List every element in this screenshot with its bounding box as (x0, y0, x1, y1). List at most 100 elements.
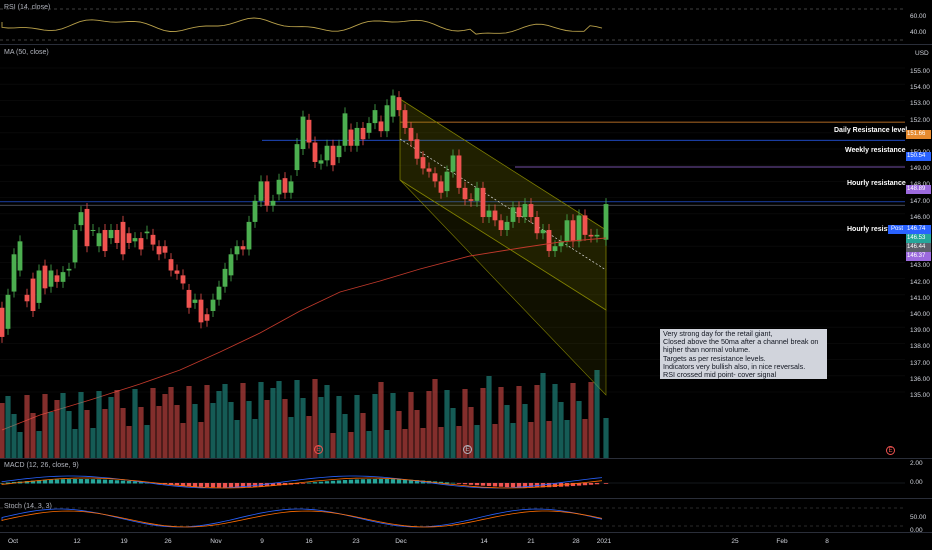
candle-body (150, 234, 156, 245)
volume-bar (288, 417, 294, 458)
macd-histogram-bar (504, 483, 510, 488)
candle-body (36, 270, 42, 303)
volume-bar (270, 388, 276, 458)
macd-histogram-bar (408, 479, 414, 484)
volume-bar (240, 383, 246, 458)
candle-body (318, 160, 324, 164)
candle-body (390, 95, 396, 117)
volume-bar (180, 423, 186, 458)
macd-histogram-bar (546, 483, 552, 488)
volume-bar (156, 406, 162, 458)
volume-bar (552, 384, 558, 458)
macd-histogram-bar (516, 483, 522, 488)
volume-bar (576, 401, 582, 458)
ma-pane-label[interactable]: MA (50, close) (4, 49, 49, 56)
volume-bar (276, 381, 282, 458)
note-line: Closed above the 50ma after a channel br… (663, 337, 819, 347)
volume-bar (216, 391, 222, 458)
candle-body (84, 208, 90, 247)
macd-histogram-bar (438, 481, 444, 484)
candle-body (552, 246, 558, 252)
volume-bar (564, 420, 570, 458)
candle-body (216, 286, 222, 300)
volume-bar (420, 428, 426, 458)
stoch-pane-label[interactable]: Stoch (14, 3, 3) (4, 503, 52, 510)
volume-bar (222, 384, 228, 458)
volume-bar (372, 394, 378, 458)
volume-bar (522, 404, 528, 458)
x-axis-label: 2021 (596, 538, 612, 545)
volume-bar (90, 428, 96, 458)
candle-body (312, 142, 318, 162)
macd-histogram-bar (276, 483, 282, 486)
macd-histogram-bar (174, 483, 180, 486)
weekly-resistance-label[interactable]: Weekly resistance (845, 147, 906, 154)
earnings-event-icon[interactable]: E (886, 446, 895, 455)
macd-histogram-bar (192, 483, 198, 487)
earnings-event-icon[interactable]: E (314, 445, 323, 454)
candle-body (456, 155, 462, 188)
x-axis-label: 28 (572, 538, 580, 545)
macd-histogram-bar (96, 479, 102, 484)
volume-bar (546, 421, 552, 458)
macd-histogram-bar (120, 480, 126, 484)
macd-histogram-bar (264, 483, 270, 487)
macd-histogram-bar (336, 480, 342, 484)
macd-histogram-bar (324, 481, 330, 484)
candle-body (276, 179, 282, 195)
volume-bar (408, 392, 414, 458)
macd-histogram-bar (72, 479, 78, 484)
price-tick: 138.00 (910, 343, 930, 351)
macd-histogram-bar (444, 482, 450, 484)
candle-body (384, 105, 390, 132)
candle-body (60, 272, 66, 282)
x-axis-label: Oct (7, 538, 19, 545)
candle-body (420, 157, 426, 169)
volume-bar (162, 394, 168, 458)
price-tick: 143.00 (910, 262, 930, 270)
macd-histogram-bar (222, 483, 228, 488)
macd-histogram-bar (588, 483, 594, 485)
candle-body (360, 127, 366, 140)
macd-pane-label[interactable]: MACD (12, 26, close, 9) (4, 462, 79, 469)
daily-resistance-label[interactable]: Daily Resistance level (834, 127, 908, 134)
volume-bar (282, 399, 288, 458)
candle-body (438, 181, 444, 193)
macd-histogram-bar (186, 483, 192, 487)
x-axis-label: 26 (164, 538, 172, 545)
macd-histogram-bar (5, 482, 11, 484)
volume-bar (306, 416, 312, 458)
candle-body (498, 220, 504, 230)
analysis-note[interactable]: Very strong day for the retail giant, Cl… (660, 329, 827, 379)
rsi-pane-label[interactable]: RSI (14, close) (4, 4, 51, 11)
candle-body (300, 116, 306, 149)
dividend-event-icon[interactable]: E (463, 445, 472, 454)
candle-body (594, 234, 600, 237)
candle-body (504, 221, 510, 230)
price-tick: 137.00 (910, 359, 930, 367)
hourly-resistance-label-1[interactable]: Hourly resistance (847, 180, 906, 187)
macd-histogram-bar (102, 479, 108, 484)
macd-histogram-bar (36, 480, 42, 484)
stoch-tick-0: 0.00 (910, 527, 923, 534)
candle-body (603, 204, 609, 240)
volume-bar (426, 391, 432, 458)
candle-body (132, 238, 138, 242)
candle-body (42, 265, 48, 289)
macd-histogram-bar (360, 479, 366, 484)
daily-resistance-price-tag: 151.66 (906, 130, 931, 139)
volume-bar (252, 419, 258, 458)
candle-body (414, 139, 420, 159)
candle-body (192, 299, 198, 303)
price-tick: 141.00 (910, 294, 930, 302)
candle-body (210, 299, 216, 311)
volume-bar (492, 424, 498, 458)
candle-body (528, 204, 534, 218)
macd-histogram-bar (510, 483, 516, 488)
volume-bar (354, 395, 360, 458)
hourly-price-tag: 146.37 (906, 252, 931, 261)
candle-body (252, 200, 258, 222)
volume-bar (150, 388, 156, 458)
hourly-resistance-label-2[interactable]: Hourly resistance (847, 226, 906, 233)
